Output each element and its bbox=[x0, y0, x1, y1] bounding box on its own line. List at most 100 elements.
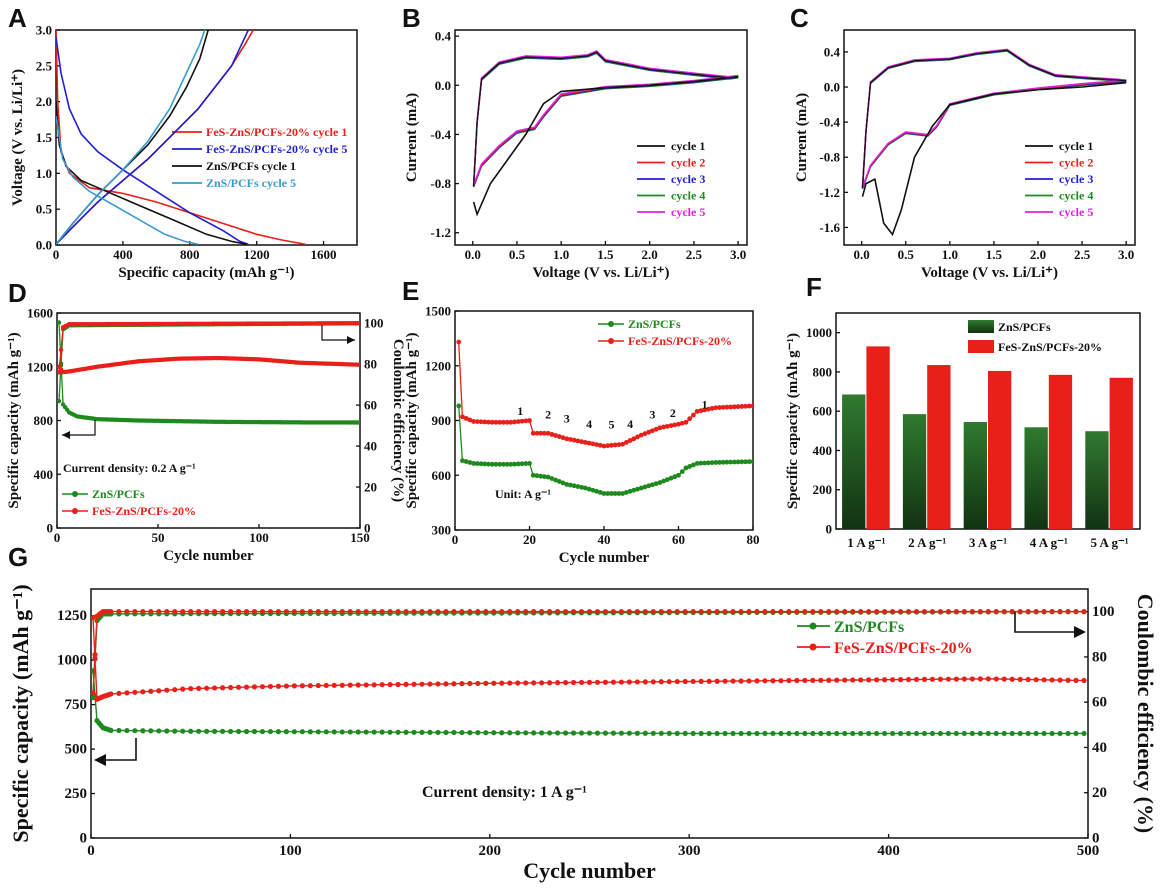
rate-point bbox=[497, 461, 503, 467]
ce-point bbox=[882, 609, 888, 615]
capacity-point bbox=[810, 677, 816, 683]
capacity-point bbox=[323, 682, 329, 689]
capacity-point bbox=[1001, 676, 1007, 682]
rate-label: 1 bbox=[702, 398, 708, 412]
rate-point bbox=[661, 478, 666, 484]
rate-point bbox=[594, 442, 599, 447]
rate-point bbox=[512, 419, 517, 425]
rate-point bbox=[746, 403, 752, 409]
ce-point bbox=[220, 609, 226, 615]
capacity-point bbox=[602, 730, 609, 736]
rate-point bbox=[616, 491, 622, 496]
arrow-right-head bbox=[347, 336, 355, 344]
legend-label: cycle 1 bbox=[1059, 139, 1093, 153]
rate-point bbox=[650, 428, 655, 434]
capacity-point bbox=[634, 730, 640, 736]
ce-point bbox=[58, 347, 64, 353]
capacity-point bbox=[299, 683, 305, 689]
ce-point bbox=[921, 609, 928, 615]
capacity-point bbox=[291, 729, 297, 735]
capacity-point bbox=[379, 682, 385, 688]
y-tick-label: 800 bbox=[813, 364, 833, 379]
capacity-point bbox=[1065, 730, 1071, 737]
rate-point bbox=[568, 482, 573, 488]
rate-point bbox=[486, 419, 491, 425]
rate-point bbox=[523, 418, 529, 424]
capacity-point bbox=[969, 676, 975, 682]
rate-point bbox=[620, 441, 626, 447]
y-tick-label: 250 bbox=[65, 786, 88, 802]
ce-point bbox=[977, 609, 983, 615]
capacity-point bbox=[921, 730, 928, 737]
capacity-point bbox=[180, 686, 186, 692]
x-tick-label: 20 bbox=[523, 532, 536, 547]
ce-point bbox=[834, 609, 840, 615]
capacity-point bbox=[977, 676, 983, 682]
ce-point bbox=[347, 609, 353, 615]
panel-a: 0 400 800 1200 1600 0.0 0.5 1.0 1.5 2.0 2.5 3.0 A Spe… bbox=[8, 3, 358, 281]
ce-point bbox=[539, 609, 545, 615]
capacity-point bbox=[132, 689, 138, 695]
rate-point bbox=[709, 406, 715, 411]
rate-point bbox=[713, 460, 719, 465]
plot-frame-c bbox=[843, 29, 1136, 246]
rate-point bbox=[653, 481, 659, 487]
ce-point bbox=[491, 609, 497, 615]
ce-point bbox=[299, 609, 305, 615]
capacity-point bbox=[363, 729, 369, 735]
rate-point bbox=[750, 459, 753, 464]
rate-point bbox=[504, 419, 510, 425]
rate-point bbox=[519, 418, 525, 424]
y-axis-label: Specific capacity (mAh g⁻¹) bbox=[404, 332, 420, 508]
capacity-point bbox=[227, 728, 234, 735]
capacity-point bbox=[626, 730, 632, 736]
capacity-point bbox=[403, 681, 409, 687]
ce-point bbox=[1065, 609, 1071, 615]
ce-point bbox=[156, 609, 162, 615]
capacity-point bbox=[275, 728, 282, 735]
capacity-point bbox=[427, 729, 433, 735]
arrow-left bbox=[96, 738, 137, 761]
capacity-point bbox=[690, 730, 696, 737]
capacity-point bbox=[650, 730, 656, 736]
capacity-point bbox=[1057, 730, 1063, 737]
ce-point bbox=[993, 609, 999, 615]
y-tick-label: 1500 bbox=[425, 304, 451, 319]
ce-point bbox=[1041, 609, 1047, 615]
ce-point bbox=[475, 609, 481, 615]
rate-point bbox=[717, 405, 722, 410]
capacity-point bbox=[778, 678, 784, 684]
ce-point bbox=[626, 609, 632, 615]
capacity-point bbox=[395, 729, 401, 735]
rate-point bbox=[638, 432, 644, 438]
cv-magenta-cathodic-line bbox=[861, 79, 1127, 188]
rate-point bbox=[501, 461, 506, 467]
capacity-point bbox=[1081, 677, 1087, 684]
capacity-point bbox=[730, 678, 736, 684]
ce-point bbox=[730, 609, 736, 615]
capacity-point bbox=[977, 730, 983, 737]
rate-point bbox=[653, 426, 659, 432]
capacity-point bbox=[578, 679, 585, 686]
y2-tick-label: 20 bbox=[364, 480, 377, 495]
capacity-point bbox=[690, 678, 696, 685]
capacity-point bbox=[140, 689, 146, 695]
bar-fes-zns-1 bbox=[866, 346, 890, 529]
legend-label: cycle 5 bbox=[671, 205, 705, 219]
capacity-point bbox=[531, 680, 537, 686]
cv-cycle1-anodic-line bbox=[861, 49, 1127, 189]
x-tick-label: 0 bbox=[452, 532, 459, 547]
ce-point bbox=[57, 398, 62, 404]
capacity-point bbox=[491, 730, 497, 736]
ce-point bbox=[634, 609, 640, 615]
rate-point bbox=[661, 424, 666, 430]
x-axis-label: Cycle number bbox=[559, 550, 650, 566]
rate-label: 5 bbox=[608, 418, 614, 432]
rate-point bbox=[728, 459, 734, 465]
rate-point bbox=[486, 461, 491, 467]
capacity-point bbox=[188, 686, 194, 692]
ce-point bbox=[969, 609, 975, 615]
y2-tick-label: 100 bbox=[364, 316, 384, 331]
rate-point bbox=[553, 477, 558, 483]
capacity-point bbox=[331, 682, 337, 688]
